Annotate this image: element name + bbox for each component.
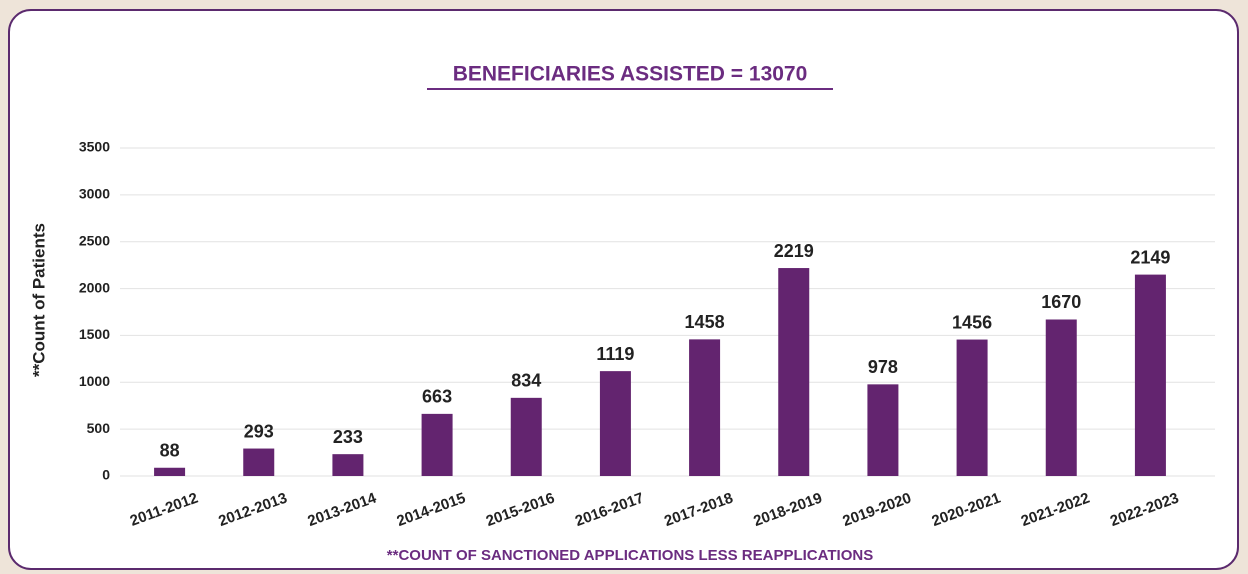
y-tick-label: 1500: [79, 326, 110, 342]
bar: [599, 371, 631, 476]
y-tick-label: 2500: [79, 232, 110, 248]
footnote: **COUNT OF SANCTIONED APPLICATIONS LESS …: [387, 547, 873, 564]
bar: [689, 339, 721, 476]
value-label: 1456: [952, 312, 992, 332]
bar: [778, 268, 810, 476]
bar: [332, 454, 364, 476]
value-label: 663: [422, 387, 452, 407]
value-label: 233: [333, 427, 363, 447]
value-label: 2219: [774, 241, 814, 261]
bar: [956, 339, 988, 476]
value-label: 88: [160, 441, 180, 461]
chart-title: BENEFICIARIES ASSISTED = 13070: [453, 63, 808, 86]
value-label: 1670: [1041, 292, 1081, 312]
bar: [867, 384, 899, 476]
value-label: 834: [511, 371, 541, 391]
panel: [8, 9, 1239, 570]
bar: [243, 448, 275, 476]
bar: [421, 413, 453, 476]
value-label: 2149: [1130, 247, 1170, 267]
bar: [1134, 274, 1166, 476]
y-axis-label: **Count of Patients: [29, 223, 48, 377]
y-tick-label: 1000: [79, 373, 110, 389]
value-label: 1458: [685, 312, 725, 332]
value-label: 978: [868, 357, 898, 377]
bar: [1045, 319, 1077, 476]
value-label: 293: [244, 421, 274, 441]
y-tick-label: 3000: [79, 186, 110, 202]
value-label: 1119: [596, 344, 634, 364]
bar: [510, 397, 542, 476]
y-tick-label: 500: [87, 420, 111, 436]
y-tick-label: 0: [102, 467, 110, 483]
bar: [154, 467, 186, 476]
y-tick-label: 3500: [79, 139, 110, 155]
y-tick-label: 2000: [79, 279, 110, 295]
